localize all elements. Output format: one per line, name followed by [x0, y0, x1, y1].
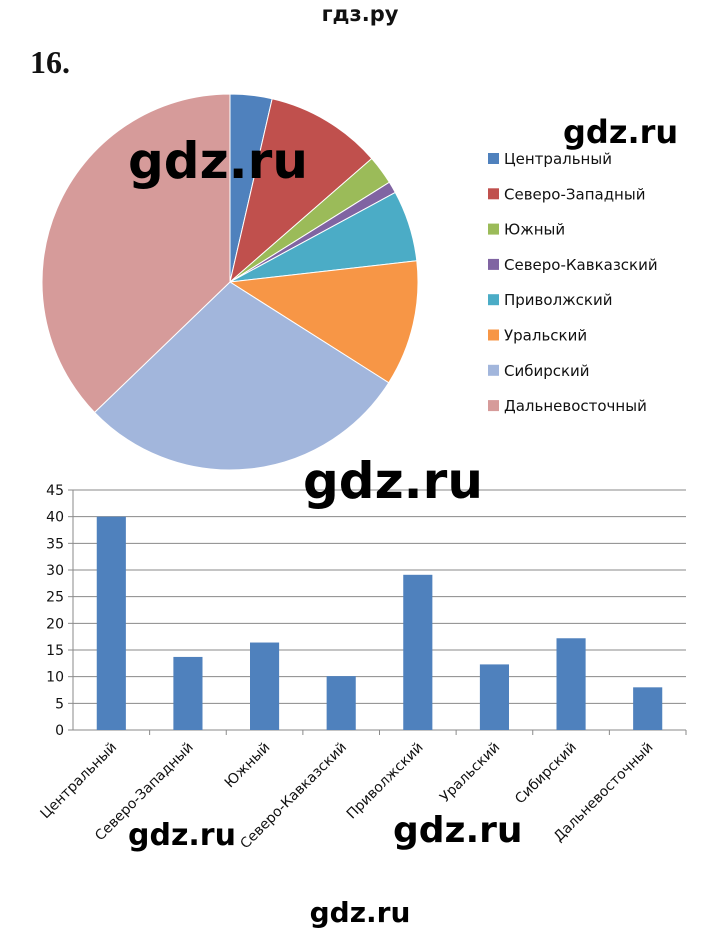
- legend-swatch: [488, 294, 499, 306]
- problem-number: 16.: [30, 44, 70, 80]
- pie-slice: [228, 260, 419, 384]
- legend-swatch: [488, 329, 499, 341]
- x-tick-label: Южный: [222, 740, 274, 792]
- legend-swatch: [488, 153, 499, 164]
- y-tick-label: 0: [55, 723, 64, 739]
- legend-swatch: [488, 223, 499, 235]
- legend-label: Приволжский: [504, 291, 612, 309]
- legend-label: Центральный: [504, 150, 612, 168]
- y-tick-label: 15: [46, 643, 64, 659]
- legend-swatch: [488, 400, 499, 412]
- legend-label: Южный: [504, 221, 565, 239]
- legend-label: Сибирский: [504, 362, 590, 380]
- bar: [633, 687, 663, 730]
- y-tick-label: 10: [46, 670, 64, 686]
- y-tick-label: 35: [46, 536, 64, 552]
- bar: [96, 516, 126, 730]
- y-tick-label: 45: [46, 483, 64, 499]
- bar: [403, 574, 433, 730]
- watermark: gdz.ru: [128, 818, 236, 853]
- pie-chart: Центральный Северо-Западный Южный Северо-Ка…: [41, 93, 658, 471]
- legend-swatch: [488, 364, 499, 376]
- site-header: гдз.ру: [321, 2, 399, 26]
- bar: [173, 656, 203, 730]
- bar-chart: 051015202530354045ЦентральныйСеверо-Запа…: [38, 483, 687, 852]
- watermark: gdz.ru: [563, 113, 679, 151]
- bar: [326, 676, 356, 730]
- x-tick-label: Уральский: [437, 740, 503, 806]
- y-tick-label: 30: [46, 563, 64, 579]
- watermark: gdz.ru: [303, 452, 483, 510]
- legend-label: Дальневосточный: [504, 397, 647, 415]
- bar: [479, 664, 509, 730]
- legend-label: Северо-Западный: [504, 185, 645, 203]
- y-tick-label: 25: [46, 590, 64, 606]
- watermark: gdz.ru: [309, 896, 411, 929]
- bar: [556, 638, 586, 730]
- watermark: gdz.ru: [393, 810, 523, 851]
- legend-swatch: [488, 258, 499, 270]
- legend-swatch: [488, 188, 499, 200]
- legend-label: Уральский: [504, 327, 587, 345]
- watermark: gdz.ru: [128, 132, 308, 190]
- y-tick-label: 40: [46, 510, 64, 526]
- bar: [250, 642, 280, 730]
- pie-slice: [41, 93, 231, 414]
- legend-label: Северо-Кавказский: [504, 256, 658, 274]
- y-tick-label: 20: [46, 616, 64, 632]
- x-tick-label: Центральный: [38, 740, 121, 823]
- pie-slice: [93, 281, 390, 471]
- y-tick-label: 5: [55, 696, 64, 712]
- x-tick-label: Сибирский: [512, 740, 580, 808]
- pie-slice: [229, 98, 373, 284]
